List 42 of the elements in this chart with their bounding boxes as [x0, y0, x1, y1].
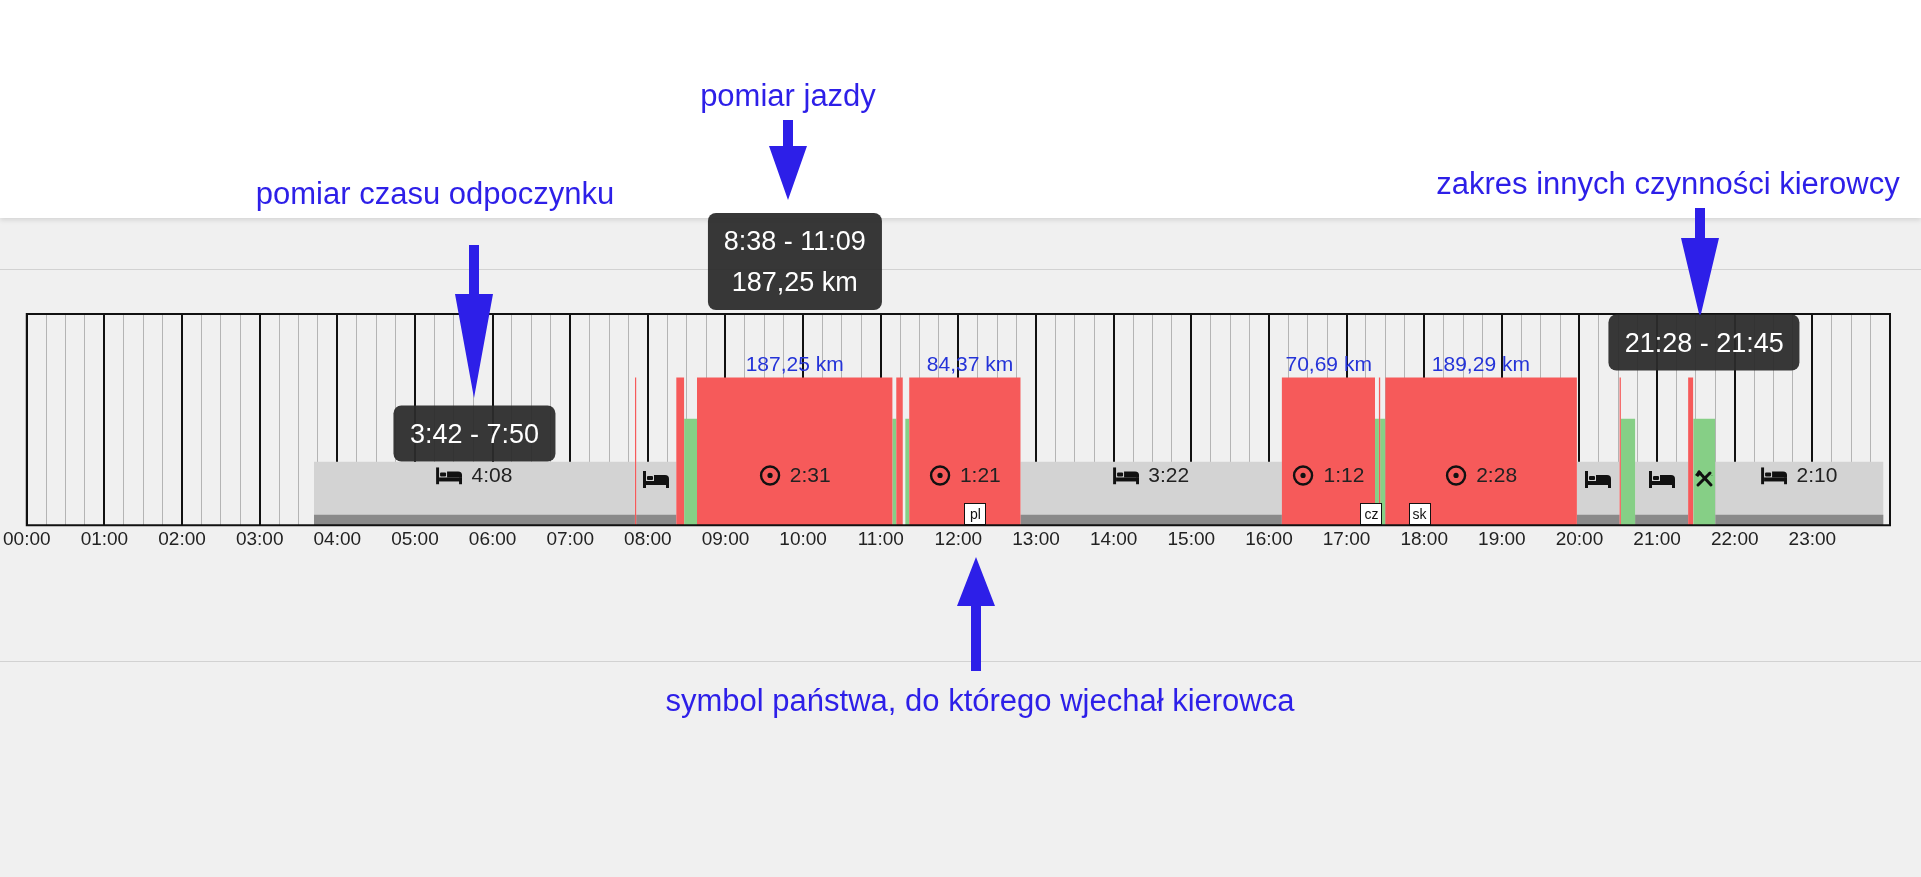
- annotation: sk: [1408, 503, 1431, 526]
- text: symbol państwa, do którego wjechał kierowca: [665, 683, 1295, 719]
- annotation: 21:28 - 21:45: [1608, 314, 1800, 371]
- annotation: 1:21: [959, 463, 1001, 487]
- x-tick-label: 11:00: [857, 527, 904, 549]
- text: pomiar czasu odpoczynku: [255, 176, 615, 212]
- x-tick-label: 00:00: [3, 527, 51, 549]
- x-tick-label: 22:00: [1710, 527, 1759, 549]
- x-tick-label: 02:00: [158, 527, 206, 549]
- x-tick-label: 20:00: [1555, 527, 1604, 549]
- annotation: 2:28: [1476, 463, 1518, 487]
- x-tick-label: 19:00: [1478, 527, 1526, 549]
- x-tick-label: 04:00: [313, 527, 362, 549]
- x-tick-label: 12:00: [934, 527, 983, 549]
- annotation: 2:10: [1796, 463, 1838, 487]
- x-tick-label: 10:00: [779, 527, 827, 549]
- annotation: cz: [1360, 503, 1383, 526]
- x-tick-label: 08:00: [624, 527, 672, 549]
- annotation: 2:31: [789, 463, 831, 487]
- x-tick-label: 09:00: [701, 527, 750, 549]
- x-tick-label: 21:00: [1633, 527, 1681, 549]
- annotation: 3:22: [1148, 463, 1190, 487]
- x-tick-label: 13:00: [1012, 527, 1060, 549]
- annotation: pl: [964, 503, 987, 526]
- x-tick-label: 01:00: [80, 527, 129, 549]
- x-tick-label: 07:00: [546, 527, 594, 549]
- annotation: 3:42 - 7:50: [393, 405, 555, 462]
- x-tick-label: 15:00: [1167, 527, 1216, 549]
- x-tick-label: 03:00: [235, 527, 284, 549]
- text: zakres innych czynności kierowcy: [1436, 166, 1900, 202]
- x-tick-label: 18:00: [1400, 527, 1448, 549]
- x-tick-label: 05:00: [391, 527, 439, 549]
- text: pomiar jazdy: [700, 78, 876, 114]
- annotation: 189,29 km: [1431, 351, 1530, 375]
- text: 8:38 - 11:09 187,25 km: [707, 213, 882, 310]
- x-tick-label: 14:00: [1089, 527, 1138, 549]
- annotation: 4:08: [471, 463, 513, 487]
- x-tick-label: 17:00: [1322, 527, 1371, 549]
- x-tick-label: 06:00: [468, 527, 517, 549]
- x-tick-label: 16:00: [1245, 527, 1293, 549]
- x-tick-label: 23:00: [1788, 527, 1837, 549]
- annotation: 1:12: [1323, 463, 1365, 487]
